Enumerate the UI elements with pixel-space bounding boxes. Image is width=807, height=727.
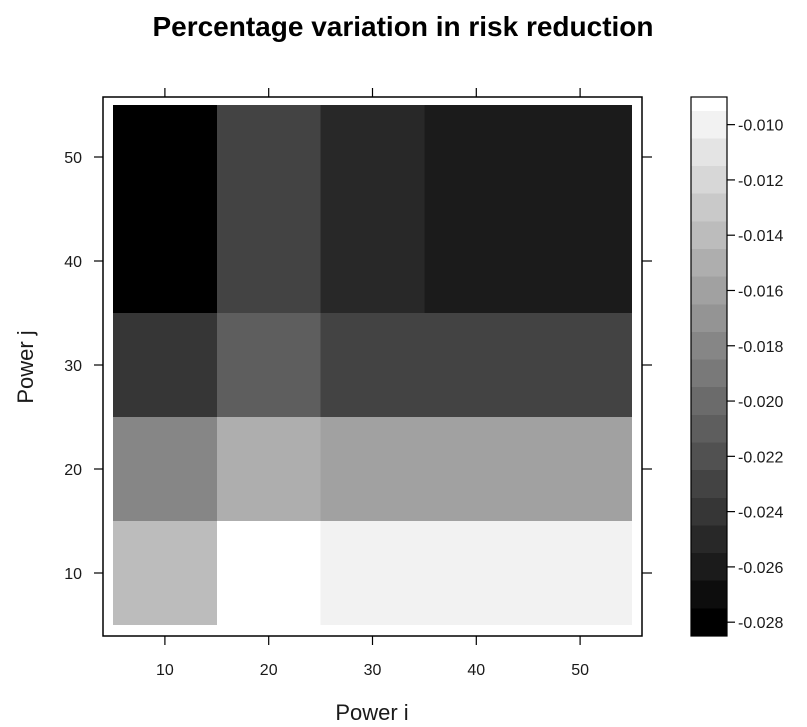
heatmap-cell [216,105,321,313]
colorbar-bin [691,442,727,471]
colorbar-bin [691,110,727,139]
colorbar-tick-label: -0.020 [738,394,783,411]
heatmap-cell [320,417,632,521]
heatmap-cell [216,313,321,417]
colorbar-bin [691,580,727,609]
colorbar-bin [691,166,727,194]
colorbar-bin [691,193,727,222]
colorbar-bin [691,497,727,526]
x-axis: 10 20 30 40 50 [156,88,589,679]
colorbar-bin [691,276,727,305]
colorbar-bin [691,249,727,277]
colorbar-bin [691,138,727,167]
x-tick-label: 50 [571,662,589,679]
heatmap-cell [113,105,217,313]
x-tick-label: 40 [467,662,485,679]
colorbar-tick-label: -0.010 [738,118,783,135]
colorbar-bin [691,387,727,415]
chart-title: Percentage variation in risk reduction [152,11,653,42]
heatmap-cell [113,417,217,521]
colorbar-tick-label: -0.024 [738,505,783,522]
x-tick-label: 10 [156,662,174,679]
colorbar-bin [691,525,727,554]
colorbar-bin [691,608,727,636]
y-tick-label: 40 [64,254,82,271]
y-tick-label: 10 [64,566,82,583]
heatmap-cell [320,313,425,417]
heatmap-cell [424,105,632,313]
x-axis-label: Power i [335,700,408,725]
colorbar-tick-label: -0.022 [738,449,783,466]
colorbar-tick-label: -0.026 [738,560,783,577]
colorbar-tick-label: -0.014 [738,228,783,245]
heatmap-cell [320,105,425,313]
y-axis: 10 20 30 40 50 [64,150,652,583]
colorbar-tick-label: -0.018 [738,339,783,356]
colorbar-bin [691,414,727,443]
colorbar: -0.010 -0.012 -0.014 -0.016 -0.018 -0.020 -0.0… [690,83,783,637]
heatmap-cell [113,313,217,417]
colorbar-bin [691,304,727,332]
heatmap-cell [216,417,321,521]
heatmap-cell [424,313,632,417]
colorbar-tick-label: -0.012 [738,173,783,190]
x-tick-label: 30 [364,662,382,679]
heatmap-cell [216,521,321,625]
colorbar-frame [690,96,728,637]
colorbar-tick-label: -0.028 [738,615,783,632]
colorbar-tick-label: -0.016 [738,283,783,300]
heatmap-cells [113,105,632,625]
heatmap-cell [113,521,217,625]
y-tick-label: 30 [64,358,82,375]
heatmap-cell [320,521,632,625]
colorbar-bin [691,553,727,581]
colorbar-bin [691,331,727,360]
y-tick-label: 50 [64,150,82,167]
y-tick-label: 20 [64,462,82,479]
y-axis-label: Power j [13,330,38,403]
colorbar-bin [691,359,727,388]
colorbar-bin [691,470,727,498]
colorbar-bin [691,221,727,250]
x-tick-label: 20 [260,662,278,679]
